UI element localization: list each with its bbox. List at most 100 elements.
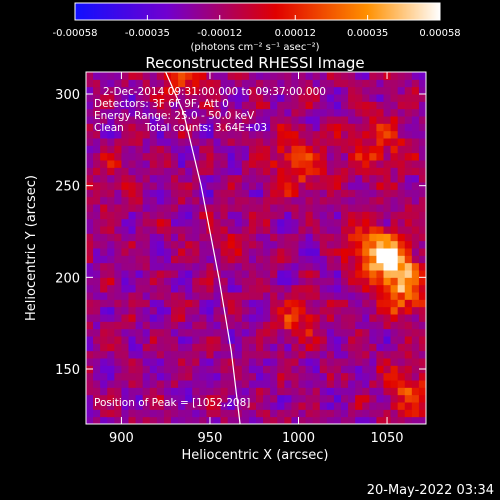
heatmap-cell: [319, 292, 328, 300]
heatmap-cell: [163, 167, 172, 176]
heatmap-cell: [284, 152, 292, 161]
heatmap-cell: [248, 189, 257, 198]
heatmap-cell: [298, 218, 307, 227]
heatmap-cell: [404, 314, 413, 322]
heatmap-cell: [178, 167, 186, 176]
heatmap-cell: [156, 248, 165, 256]
heatmap-cell: [100, 116, 108, 124]
heatmap-cell: [362, 174, 370, 183]
heatmap-cell: [93, 226, 101, 234]
heatmap-cell: [135, 240, 144, 249]
heatmap-cell: [156, 72, 165, 80]
heatmap-cell: [333, 152, 342, 161]
heatmap-cell: [397, 101, 406, 110]
heatmap-cell: [284, 211, 292, 220]
heatmap-cell: [86, 255, 94, 264]
heatmap-cell: [142, 306, 151, 315]
heatmap-cell: [206, 255, 214, 264]
heatmap-cell: [234, 108, 243, 117]
heatmap-cell: [383, 79, 392, 88]
heatmap-cell: [227, 328, 236, 337]
heatmap-cell: [376, 372, 384, 381]
y-tick-label: 150: [55, 363, 80, 378]
heatmap-cell: [149, 350, 158, 359]
heatmap-cell: [142, 233, 151, 242]
heatmap-cell: [319, 394, 328, 403]
heatmap-cell: [192, 277, 200, 286]
heatmap-cell: [362, 160, 370, 168]
heatmap-cell: [121, 372, 129, 381]
heatmap-cell: [312, 86, 321, 95]
heatmap-cell: [185, 94, 193, 102]
heatmap-cell: [142, 196, 151, 205]
heatmap-cell: [369, 270, 377, 278]
heatmap-cell: [241, 145, 250, 154]
heatmap-cell: [156, 336, 165, 344]
heatmap-cell: [404, 174, 413, 183]
heatmap-cell: [227, 255, 236, 264]
heatmap-cell: [319, 350, 328, 359]
heatmap-cell: [291, 189, 299, 198]
heatmap-cell: [305, 160, 314, 168]
heatmap-cell: [284, 182, 292, 190]
heatmap-cell: [284, 174, 292, 183]
heatmap-cell: [86, 196, 94, 205]
heatmap-cell: [404, 372, 413, 381]
heatmap-cell: [404, 292, 413, 300]
heatmap-cell: [319, 409, 328, 418]
heatmap-cell: [383, 174, 392, 183]
heatmap-cell: [86, 402, 94, 410]
heatmap-cell: [256, 182, 264, 190]
heatmap-cell: [263, 372, 271, 381]
heatmap-cell: [192, 270, 200, 278]
heatmap-cell: [355, 380, 363, 388]
heatmap-cell: [121, 284, 129, 293]
heatmap-cell: [156, 108, 165, 117]
heatmap-cell: [234, 167, 243, 176]
heatmap-cell: [185, 365, 193, 374]
heatmap-cell: [326, 299, 335, 308]
heatmap-cell: [312, 101, 321, 110]
heatmap-cell: [248, 314, 257, 322]
annotation-block: 2-Dec-2014 09:31:00.000 to 09:37:00.000 …: [94, 86, 326, 409]
heatmap-cell: [298, 380, 307, 388]
heatmap-cell: [418, 138, 426, 146]
heatmap-cell: [142, 299, 151, 308]
heatmap-cell: [333, 372, 342, 381]
heatmap-cell: [171, 321, 179, 330]
heatmap-cell: [86, 79, 94, 88]
heatmap-cell: [256, 101, 264, 110]
heatmap-cell: [121, 336, 129, 344]
heatmap-cell: [418, 160, 426, 168]
heatmap-cell: [86, 94, 94, 102]
heatmap-cell: [263, 138, 271, 146]
heatmap-cell: [277, 409, 285, 418]
heatmap-cell: [298, 409, 307, 418]
heatmap-cell: [135, 387, 144, 396]
heatmap-cell: [312, 277, 321, 286]
heatmap-cell: [185, 372, 193, 381]
heatmap-cell: [128, 255, 137, 264]
heatmap-cell: [171, 152, 179, 161]
heatmap-cell: [355, 116, 363, 124]
heatmap-cell: [114, 233, 122, 242]
heatmap-cell: [312, 233, 321, 242]
heatmap-cell: [298, 328, 307, 337]
heatmap-cell: [171, 270, 179, 278]
heatmap-cell: [107, 372, 115, 381]
heatmap-cell: [107, 262, 115, 271]
heatmap-cell: [270, 101, 278, 110]
heatmap-cell: [178, 306, 186, 315]
heatmap-cell: [114, 218, 122, 227]
heatmap-cell: [156, 394, 165, 403]
heatmap-cell: [383, 123, 392, 132]
heatmap-cell: [263, 152, 271, 161]
heatmap-cell: [277, 343, 285, 352]
heatmap-cell: [305, 152, 314, 161]
heatmap-cell: [390, 350, 399, 359]
heatmap-cell: [185, 328, 193, 337]
heatmap-cell: [376, 299, 384, 308]
heatmap-cell: [319, 402, 328, 410]
heatmap-cell: [298, 211, 307, 220]
heatmap-cell: [213, 101, 222, 110]
